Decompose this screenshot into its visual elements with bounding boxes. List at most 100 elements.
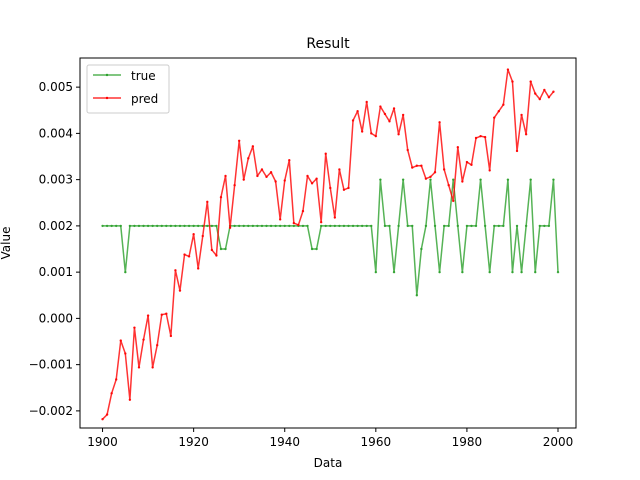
data-point-pred [160,313,163,316]
data-point-true [187,224,191,228]
data-point-true [479,178,482,181]
data-point-pred [370,132,373,135]
data-point-pred [187,255,191,258]
data-point-true [283,224,286,228]
data-point-pred [383,112,387,116]
data-point-true [137,224,141,228]
data-point-pred [347,186,350,190]
data-point-true [210,224,214,228]
data-point-pred [233,183,236,187]
data-point-true [543,224,546,228]
data-point-pred [379,105,382,108]
data-point-true [292,224,296,228]
data-point-pred [470,163,473,167]
data-point-pred [429,175,432,179]
data-point-true [156,224,159,228]
data-point-true [433,224,437,228]
legend: true pred [86,64,170,114]
data-point-pred [237,139,241,142]
y-tick-label: 0.003 [39,173,73,187]
data-point-true [538,224,541,228]
x-axis-label: Data [314,456,343,470]
data-point-pred [351,119,355,122]
data-point-pred [142,338,145,341]
x-tick-label: 1940 [269,435,300,449]
data-point-pred [115,378,118,381]
data-point-true [151,224,154,228]
data-point-true [392,270,396,274]
data-point-pred [206,200,209,204]
data-point-true [260,224,264,228]
data-point-pred [520,113,523,117]
data-point-true [429,178,432,181]
data-point-true [506,178,510,181]
data-point-true [183,224,186,228]
data-point-true [497,224,500,228]
data-point-pred [406,148,409,152]
data-point-pred [506,68,510,71]
data-point-pred [392,107,396,110]
data-point-true [447,224,450,228]
series-pred [101,68,555,421]
data-point-pred [306,174,309,178]
data-point-pred [374,134,378,138]
y-tick-label: 0.005 [39,80,73,94]
data-point-true [442,224,446,228]
y-tick-label: 0.002 [39,219,73,233]
data-point-pred [543,88,546,92]
data-point-true [160,224,163,228]
data-point-true [474,224,478,228]
legend-label-pred: pred [131,92,158,106]
x-tick-label: 1980 [452,435,483,449]
data-point-pred [247,157,250,160]
data-point-true [552,178,555,181]
data-point-true [438,270,441,274]
chart-title: Result [306,36,350,52]
data-point-pred [265,175,268,179]
data-point-true [493,224,496,228]
data-point-true [520,270,523,274]
data-point-true [324,224,327,228]
data-point-pred [424,177,428,180]
data-point-true [406,224,409,228]
data-point-true [242,224,245,228]
data-point-pred [192,233,195,236]
data-point-pred [342,188,346,192]
data-point-pred [397,133,400,136]
data-point-pred [497,109,500,113]
data-point-true [196,224,200,228]
y-axis-label: Value [0,227,13,260]
data-point-pred [338,168,341,171]
data-point-true [365,224,368,228]
data-point-pred [415,164,419,167]
x-tick-label: 1900 [87,435,118,449]
legend-marker-pred [105,96,109,100]
axes-frame [79,57,577,429]
data-point-pred [493,116,496,119]
data-point-true [251,224,255,228]
data-point-true [452,178,455,181]
data-point-pred [215,254,218,257]
legend-marker-true [105,73,109,77]
data-point-pred [511,80,514,83]
data-point-pred [124,352,127,355]
data-point-true [219,247,223,251]
data-point-pred [465,160,469,164]
y-tick-label: 0.001 [39,265,73,279]
data-point-true [524,224,528,228]
data-point-true [502,224,505,228]
x-axis: 1900 1920 1940 1960 1980 2000 [87,428,573,449]
y-tick-label: −0.002 [29,404,73,418]
data-point-pred [133,326,136,329]
data-point-pred [456,146,460,149]
data-point-true [174,224,177,228]
data-point-pred [488,169,491,172]
data-point-true [169,224,173,228]
data-point-pred [297,223,300,227]
data-point-pred [315,177,318,180]
data-point-pred [333,216,337,219]
data-point-pred [210,248,214,252]
data-point-true [356,224,359,228]
data-point-pred [461,180,464,183]
data-point-true [124,270,127,274]
